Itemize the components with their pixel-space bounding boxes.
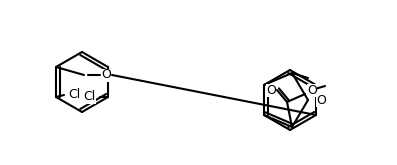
Text: Cl: Cl [68, 88, 80, 101]
Text: Cl: Cl [84, 90, 96, 103]
Text: O: O [266, 83, 276, 97]
Text: O: O [307, 83, 317, 97]
Text: O: O [316, 94, 326, 106]
Text: O: O [101, 68, 111, 82]
